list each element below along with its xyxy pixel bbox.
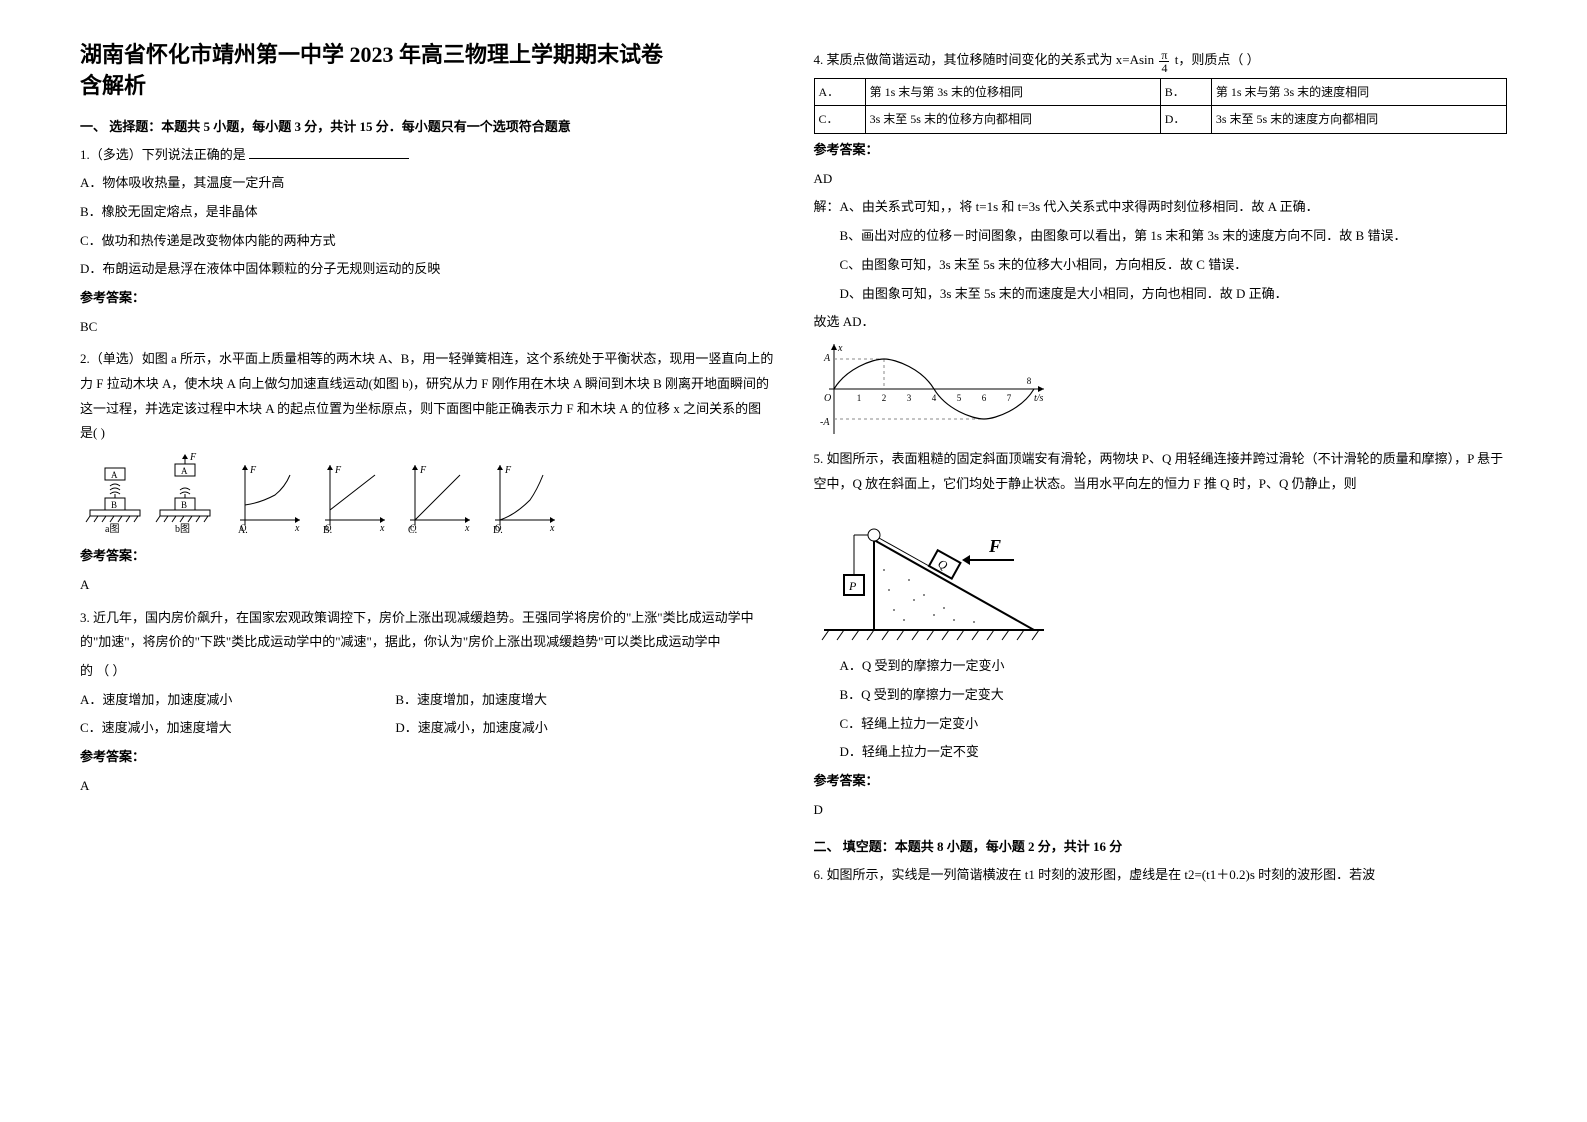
svg-text:O: O (824, 393, 831, 404)
svg-text:A: A (823, 353, 831, 364)
svg-text:1: 1 (856, 393, 861, 403)
q5-answer: D (814, 798, 1508, 823)
q1-optD: D．布朗运动是悬浮在液体中固体颗粒的分子无规则运动的反映 (80, 257, 774, 282)
cell-A-label: A． (814, 78, 865, 106)
svg-text:-A: -A (820, 417, 830, 428)
q2-stem: 2.（单选）如图 a 所示，水平面上质量相等的两木块 A、B，用一轻弹簧相连，这… (80, 347, 774, 446)
q5-optB: B．Q 受到的摩擦力一定变大 (814, 683, 1508, 708)
q1-stem: 1.（多选）下列说法正确的是 (80, 147, 246, 162)
svg-text:t/s: t/s (1034, 393, 1044, 404)
svg-text:7: 7 (1006, 393, 1011, 403)
q1-answer: BC (80, 315, 774, 340)
svg-text:2: 2 (881, 393, 886, 403)
svg-text:A: A (111, 470, 118, 480)
question-5: 5. 如图所示，表面粗糙的固定斜面顶端安有滑轮，两物块 P、Q 用轻绳连接并跨过… (814, 447, 1508, 823)
svg-text:O: O (410, 523, 417, 533)
question-1: 1.（多选）下列说法正确的是 A．物体吸收热量，其温度一定升高 B．橡胶无固定熔… (80, 143, 774, 340)
svg-text:A: A (181, 466, 188, 476)
svg-text:4: 4 (931, 393, 936, 403)
q5-optD: D．轻绳上拉力一定不变 (814, 740, 1508, 765)
svg-text:F: F (988, 536, 1001, 556)
svg-text:8: 8 (1026, 376, 1031, 386)
svg-text:O: O (240, 523, 247, 533)
q2-answer: A (80, 573, 774, 598)
q3-optB: B．速度增加，加速度增大 (395, 692, 547, 707)
svg-text:F: F (249, 465, 257, 476)
svg-text:B: B (181, 500, 187, 510)
q4-ans-label: 参考答案： (814, 138, 1508, 163)
q4-stem-b: t，则质点（ ） (1175, 52, 1260, 67)
cell-D: 3s 末至 5s 末的速度方向都相同 (1211, 106, 1506, 134)
q4-sol5: 故选 AD． (814, 310, 1508, 335)
q2-ans-label: 参考答案： (80, 544, 774, 569)
q2-diagram: B A a图 B A F (80, 450, 580, 540)
left-column: 湖南省怀化市靖州第一中学 2023 年高三物理上学期期末试卷 含解析 一、 选择… (80, 40, 774, 896)
q4-sol2: B、画出对应的位移－时间图象，由图象可以看出，第 1s 末和第 3s 末的速度方… (814, 224, 1508, 249)
svg-text:x: x (549, 523, 555, 534)
doc-title: 湖南省怀化市靖州第一中学 2023 年高三物理上学期期末试卷 含解析 (80, 40, 774, 102)
question-2: 2.（单选）如图 a 所示，水平面上质量相等的两木块 A、B，用一轻弹簧相连，这… (80, 347, 774, 597)
frac-num: π (1159, 49, 1169, 62)
right-column: 4. 某质点做简谐运动，其位移随时间变化的关系式为 x=Asin π 4 t，则… (814, 40, 1508, 896)
q6-stem: 6. 如图所示，实线是一列简谐横波在 t1 时刻的波形图，虚线是在 t2=(t1… (814, 863, 1508, 888)
svg-text:6: 6 (981, 393, 986, 403)
svg-text:5: 5 (956, 393, 961, 403)
q1-optB: B．橡胶无固定熔点，是非晶体 (80, 200, 774, 225)
cell-C-label: C． (814, 106, 865, 134)
q4-sine-chart: x A -A O t/s 1 2 3 4 5 6 7 8 (814, 339, 1054, 439)
title-line1: 湖南省怀化市靖州第一中学 2023 年高三物理上学期期末试卷 (80, 42, 663, 67)
q4-options-table: A． 第 1s 末与第 3s 末的位移相同 B． 第 1s 末与第 3s 末的速… (814, 78, 1508, 135)
q3-ans-label: 参考答案： (80, 745, 774, 770)
q5-incline-diagram: P Q F (814, 500, 1054, 650)
svg-text:a图: a图 (105, 523, 119, 535)
cell-A: 第 1s 末与第 3s 末的位移相同 (865, 78, 1160, 106)
cell-C: 3s 末至 5s 末的位移方向都相同 (865, 106, 1160, 134)
q4-answer: AD (814, 167, 1508, 192)
q3-optD: D．速度减小，加速度减小 (395, 720, 547, 735)
question-3: 3. 近几年，国内房价飙升，在国家宏观政策调控下，房价上涨出现减缓趋势。王强同学… (80, 606, 774, 799)
svg-text:O: O (325, 523, 332, 533)
q1-optC: C．做功和热传递是改变物体内能的两种方式 (80, 229, 774, 254)
cell-B: 第 1s 末与第 3s 末的速度相同 (1211, 78, 1506, 106)
frac-den: 4 (1159, 62, 1169, 74)
q5-optA: A．Q 受到的摩擦力一定变小 (814, 654, 1508, 679)
question-4: 4. 某质点做简谐运动，其位移随时间变化的关系式为 x=Asin π 4 t，则… (814, 48, 1508, 439)
q3-stem: 3. 近几年，国内房价飙升，在国家宏观政策调控下，房价上涨出现减缓趋势。王强同学… (80, 606, 774, 655)
q3-stem2: 的 （ ） (80, 659, 774, 684)
svg-text:F: F (419, 465, 427, 476)
question-6: 6. 如图所示，实线是一列简谐横波在 t1 时刻的波形图，虚线是在 t2=(t1… (814, 863, 1508, 888)
svg-text:P: P (848, 579, 857, 593)
title-line2: 含解析 (80, 73, 146, 98)
q4-fraction: π 4 (1159, 49, 1169, 74)
q4-sol1: 解：A、由关系式可知，，将 t=1s 和 t=3s 代入关系式中求得两时刻位移相… (814, 195, 1508, 220)
section2-head: 二、 填空题：本题共 8 小题，每小题 2 分，共计 16 分 (814, 836, 1508, 855)
svg-text:x: x (464, 523, 470, 534)
svg-text:F: F (334, 465, 342, 476)
q1-ans-label: 参考答案： (80, 286, 774, 311)
svg-text:x: x (837, 343, 843, 354)
q4-stem-a: 4. 某质点做简谐运动，其位移随时间变化的关系式为 x=Asin (814, 52, 1155, 67)
svg-text:x: x (379, 523, 385, 534)
q4-sol4: D、由图象可知，3s 末至 5s 末的而速度是大小相同，方向也相同．故 D 正确… (814, 282, 1508, 307)
svg-text:F: F (504, 465, 512, 476)
cell-B-label: B． (1160, 78, 1211, 106)
svg-text:O: O (495, 523, 502, 533)
q3-optC: C．速度减小，加速度增大 (80, 716, 392, 741)
section1-head: 一、 选择题：本题共 5 小题，每小题 3 分，共计 15 分．每小题只有一个选… (80, 116, 774, 135)
q1-blank (249, 145, 409, 159)
svg-text:x: x (294, 523, 300, 534)
q3-answer: A (80, 774, 774, 799)
q5-ans-label: 参考答案： (814, 769, 1508, 794)
q5-stem: 5. 如图所示，表面粗糙的固定斜面顶端安有滑轮，两物块 P、Q 用轻绳连接并跨过… (814, 447, 1508, 496)
q3-optA: A．速度增加，加速度减小 (80, 688, 392, 713)
svg-text:3: 3 (906, 393, 911, 403)
q1-optA: A．物体吸收热量，其温度一定升高 (80, 171, 774, 196)
q4-sol3: C、由图象可知，3s 末至 5s 末的位移大小相同，方向相反．故 C 错误． (814, 253, 1508, 278)
svg-text:F: F (189, 452, 197, 463)
cell-D-label: D． (1160, 106, 1211, 134)
q5-optC: C．轻绳上拉力一定变小 (814, 712, 1508, 737)
svg-text:B: B (111, 500, 117, 510)
svg-text:b图: b图 (175, 523, 190, 535)
